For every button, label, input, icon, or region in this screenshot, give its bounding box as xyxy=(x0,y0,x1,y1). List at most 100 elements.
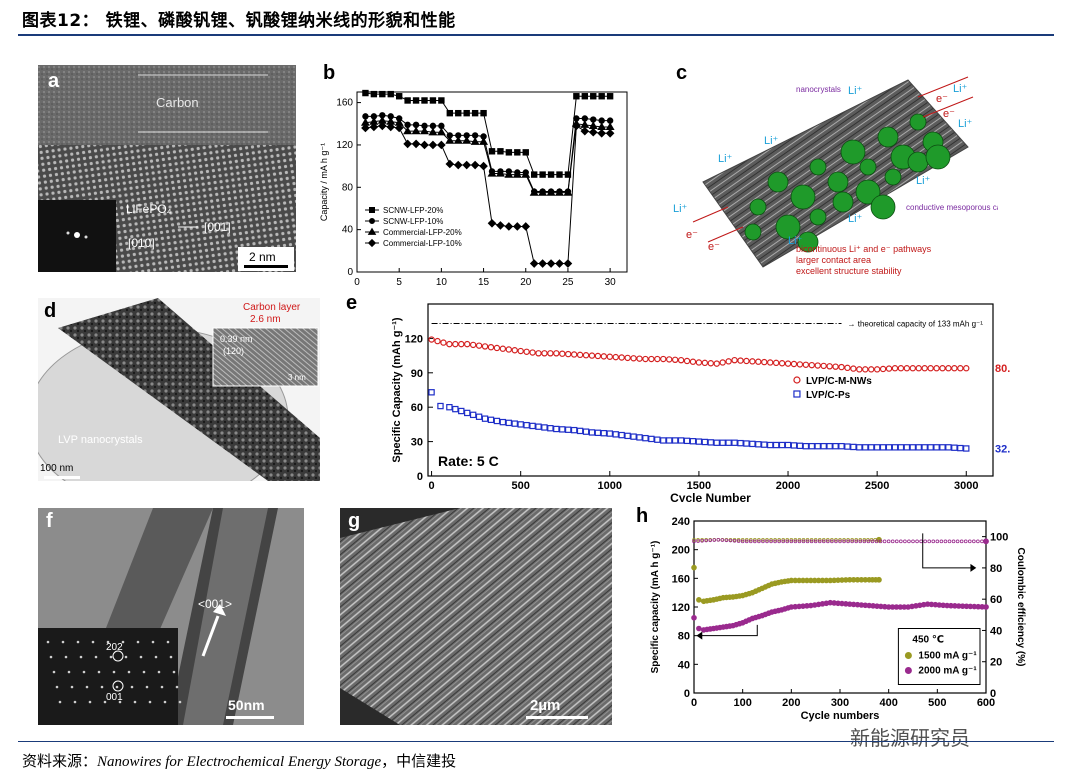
data-point xyxy=(386,122,396,132)
data-point xyxy=(701,438,709,446)
panel-a-label: a xyxy=(48,70,60,92)
data-point xyxy=(801,539,806,544)
data-point xyxy=(793,537,798,542)
data-point xyxy=(600,429,608,437)
data-point xyxy=(495,168,505,177)
data-point xyxy=(420,140,429,150)
legend-marker xyxy=(904,667,912,674)
legend-title: 450 ℃ xyxy=(912,635,944,646)
data-point xyxy=(903,444,911,451)
x-tick-label: 2000 xyxy=(776,480,800,492)
diffraction-spot xyxy=(106,640,110,644)
diffraction-spot xyxy=(160,685,164,689)
nanocrystal-dot xyxy=(855,179,881,205)
data-point xyxy=(890,539,895,544)
data-point xyxy=(826,363,833,370)
panel-e-label: e xyxy=(346,292,358,314)
diffraction-spot xyxy=(136,640,140,644)
diffraction-spot xyxy=(52,670,56,674)
data-point xyxy=(891,444,899,451)
data-point xyxy=(538,187,548,196)
data-point xyxy=(713,360,720,367)
data-point xyxy=(612,353,619,361)
data-point xyxy=(411,126,421,135)
feature-2: larger contact area xyxy=(796,255,871,265)
data-point xyxy=(785,537,790,542)
data-point xyxy=(692,537,696,542)
diffraction-spot xyxy=(151,640,155,644)
data-point xyxy=(943,539,948,544)
data-point xyxy=(412,97,420,104)
data-point xyxy=(529,349,536,356)
data-point xyxy=(939,444,946,451)
data-point xyxy=(856,366,863,373)
data-point xyxy=(931,539,936,544)
data-point xyxy=(870,539,875,544)
data-point xyxy=(590,93,597,100)
data-point xyxy=(813,537,818,542)
data-point xyxy=(725,358,732,365)
data-point xyxy=(873,366,881,373)
data-point xyxy=(446,340,453,348)
data-point xyxy=(523,421,530,429)
top-divider xyxy=(18,34,1054,36)
data-point xyxy=(744,539,749,544)
data-point xyxy=(777,537,781,542)
data-point xyxy=(808,442,815,450)
data-point xyxy=(630,433,637,440)
data-point xyxy=(748,537,753,542)
li-label-6: Li⁺ xyxy=(916,175,931,187)
data-point xyxy=(856,444,863,451)
data-point xyxy=(565,426,572,433)
data-point xyxy=(452,405,459,413)
data-point xyxy=(797,537,802,542)
feature-3: excellent structure stability xyxy=(796,266,902,276)
data-point xyxy=(606,430,613,437)
scale-bar-g: 2µm xyxy=(530,697,560,714)
nanocrystal-dot xyxy=(749,198,767,216)
y-tick-label: 120 xyxy=(405,333,423,345)
data-point xyxy=(455,109,462,117)
data-point xyxy=(732,539,737,543)
data-point xyxy=(712,538,717,542)
data-point xyxy=(404,97,411,104)
data-point xyxy=(470,160,480,170)
panel-d-image: Carbon layer 2.6 nm 0.39 nm (120) 3 nm L… xyxy=(27,298,320,509)
data-point xyxy=(547,171,555,178)
li-label-1: Li⁺ xyxy=(848,85,863,97)
chart-h: 0 100 200 300 400 500 600040801201602002400204… xyxy=(650,516,1026,722)
data-point xyxy=(814,442,821,450)
data-point xyxy=(858,537,863,542)
data-point xyxy=(521,222,531,231)
data-point xyxy=(660,355,667,363)
x-tick-label: 0 xyxy=(691,697,697,709)
data-point xyxy=(504,222,514,231)
data-point xyxy=(886,539,891,544)
data-point xyxy=(570,351,578,358)
data-point xyxy=(897,444,905,451)
direction-010: [010] xyxy=(128,236,155,250)
carbon-layer-label: Carbon layer xyxy=(243,302,301,313)
data-point xyxy=(541,424,548,431)
data-point xyxy=(512,169,522,178)
panel-b-label: b xyxy=(323,62,336,84)
data-point xyxy=(879,444,887,451)
data-point xyxy=(695,359,703,366)
data-point xyxy=(565,350,572,358)
data-point xyxy=(696,537,700,542)
y-tick-label: 90 xyxy=(411,368,423,380)
data-point xyxy=(873,444,881,451)
data-point xyxy=(707,439,714,446)
data-point xyxy=(475,342,483,349)
li-label-7: Li⁺ xyxy=(673,203,688,215)
data-point xyxy=(458,407,465,415)
data-point xyxy=(479,161,488,171)
data-point xyxy=(842,539,846,544)
data-point xyxy=(636,434,643,441)
data-point xyxy=(753,539,757,544)
data-point xyxy=(781,539,786,544)
data-point xyxy=(951,539,956,544)
data-point xyxy=(588,429,596,436)
data-point xyxy=(894,539,899,544)
data-point xyxy=(529,422,536,430)
